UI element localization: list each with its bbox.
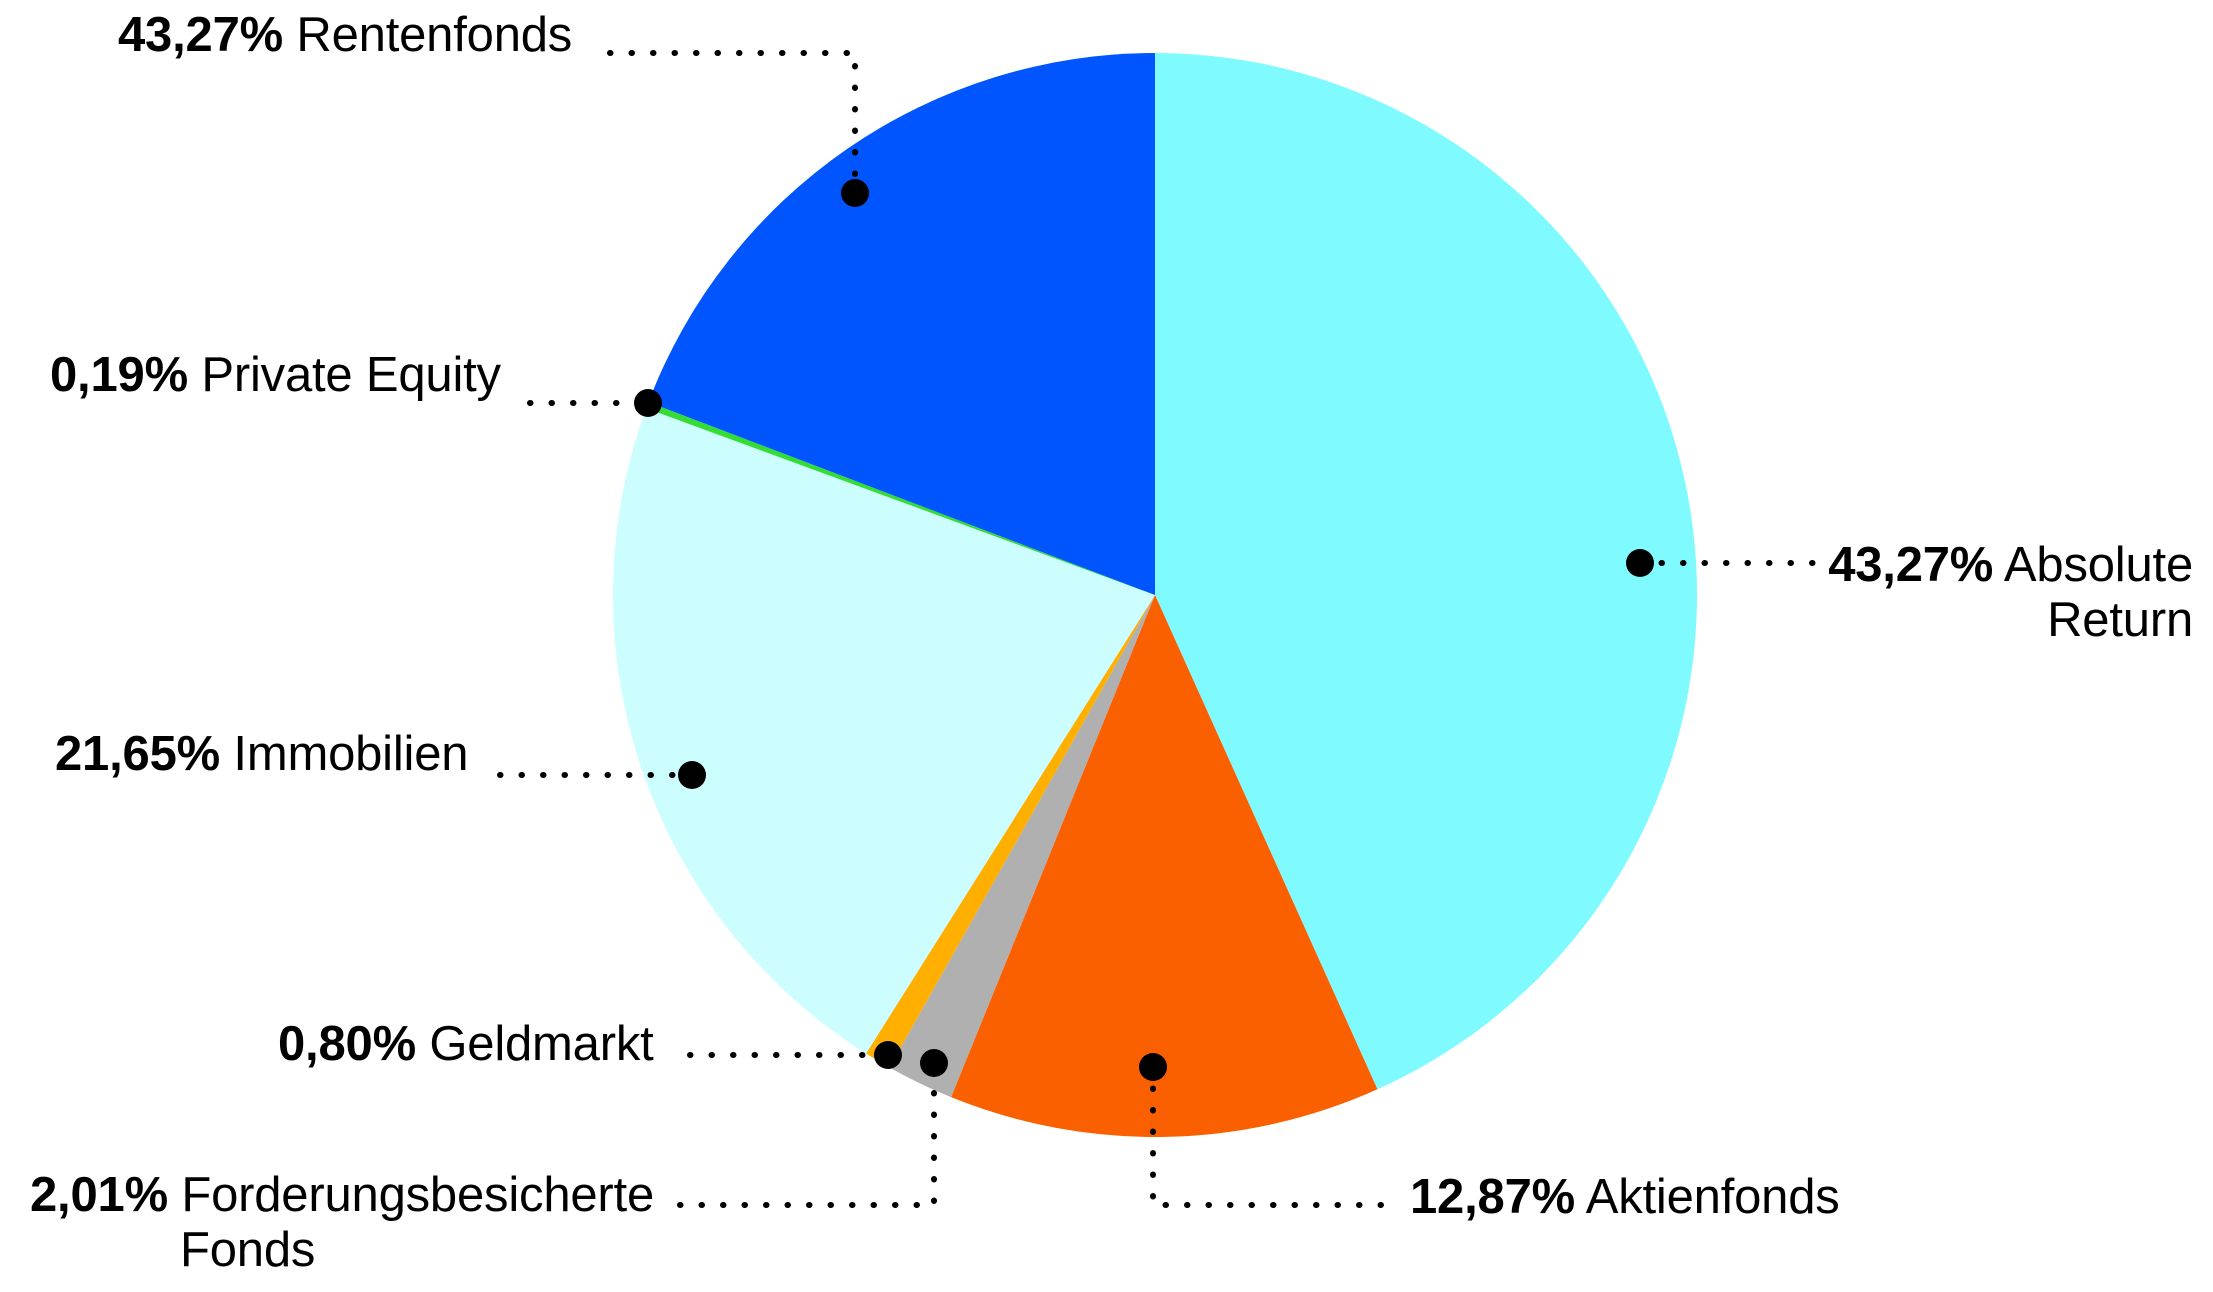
pie-slice-forderungsbesicherte-fonds[interactable] xyxy=(889,595,1155,1098)
label-aktienfonds-name: Aktienfonds xyxy=(1585,1170,1840,1224)
label-private-equity-value: 0,19% xyxy=(50,348,188,402)
label-geldmarkt: 0,80% Geldmarkt xyxy=(278,1017,654,1072)
label-aktienfonds: 12,87% Aktienfonds xyxy=(1410,1170,1840,1225)
label-immobilien: 21,65% Immobilien xyxy=(55,727,469,782)
label-immobilien-name: Immobilien xyxy=(233,727,469,781)
label-forderungsbesicherte-fonds-name-line2: Fonds xyxy=(180,1222,316,1277)
label-forderungsbesicherte-fonds: 2,01% Forderungsbesicherte Fonds xyxy=(30,1168,690,1278)
label-immobilien-value: 21,65% xyxy=(55,727,220,781)
label-forderungsbesicherte-fonds-name: Forderungsbesicherte xyxy=(181,1168,655,1222)
pie-slice-geldmarkt[interactable] xyxy=(866,595,1155,1068)
leader-dot-forderungsbesicherte-fonds xyxy=(920,1049,948,1077)
leader-line-aktienfonds xyxy=(1150,1064,1398,1208)
leader-dot-aktienfonds xyxy=(1139,1053,1167,1081)
pie-slice-aktienfonds[interactable] xyxy=(951,595,1378,1137)
leader-dot-absolute-return xyxy=(1626,549,1654,577)
pie-slice-absolute-return[interactable] xyxy=(1155,53,1697,1090)
label-forderungsbesicherte-fonds-value: 2,01% xyxy=(30,1168,168,1222)
pie-slice-private-equity[interactable] xyxy=(646,402,1155,595)
leader-dot-rentenfonds xyxy=(841,179,869,207)
pie-slice-group xyxy=(613,53,1697,1137)
label-absolute-return-name-line2: Return xyxy=(2047,592,2193,647)
label-rentenfonds: 43,27% Rentenfonds xyxy=(118,8,572,63)
leader-dot-group xyxy=(634,179,1654,1081)
leader-dot-immobilien xyxy=(678,761,706,789)
leader-dot-geldmarkt xyxy=(874,1041,902,1069)
pie-slice-rentenfonds[interactable] xyxy=(648,53,1155,595)
pie-slice-immobilien[interactable] xyxy=(613,408,1155,1054)
leader-line-group xyxy=(497,50,1818,1208)
label-rentenfonds-name: Rentenfonds xyxy=(296,8,573,62)
label-geldmarkt-name: Geldmarkt xyxy=(429,1017,654,1071)
label-private-equity: 0,19% Private Equity xyxy=(50,348,501,403)
leader-line-forderungsbesicherte-fonds xyxy=(677,1060,937,1208)
label-private-equity-name: Private Equity xyxy=(201,348,501,402)
label-geldmarkt-value: 0,80% xyxy=(278,1017,416,1071)
label-rentenfonds-value: 43,27% xyxy=(118,8,283,62)
leader-dot-private-equity xyxy=(634,389,662,417)
label-aktienfonds-value: 12,87% xyxy=(1410,1170,1575,1224)
label-absolute-return: 43,27% Absolute Return xyxy=(1673,538,2193,648)
label-absolute-return-name: Absolute xyxy=(2003,538,2193,592)
label-absolute-return-value: 43,27% xyxy=(1828,538,1994,592)
